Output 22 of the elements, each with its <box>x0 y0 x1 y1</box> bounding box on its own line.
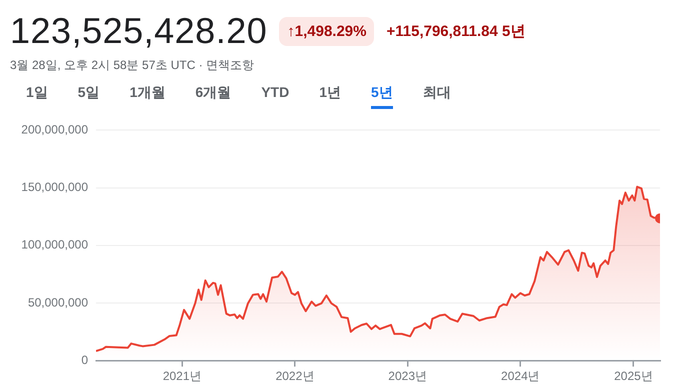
text: +115,796,811.84 5년 <box>386 22 526 40</box>
x-tick-label: 2021년 <box>162 369 202 384</box>
text: 1년 <box>319 84 341 102</box>
text: 최대 <box>422 84 451 102</box>
text: 1개월 <box>130 84 166 102</box>
y-tick-label: 100,000,000 <box>21 238 88 252</box>
x-tick-label: 2023년 <box>388 369 428 384</box>
text: YTD <box>261 84 290 102</box>
text: 5일 <box>78 84 100 102</box>
x-tick-label: 2024년 <box>501 369 540 384</box>
y-tick-label: 0 <box>81 352 88 367</box>
x-tick-label: 2025년 <box>614 369 653 384</box>
text: 6개월 <box>195 84 232 102</box>
chart-title: 123,525,428.20 <box>10 10 268 52</box>
chart-subtitle: 3월 28일, 오후 2시 58분 57초 UTC · 면책조항 <box>10 57 254 74</box>
y-tick-label: 150,000,000 <box>21 180 88 194</box>
text: 1일 <box>26 84 48 102</box>
y-tick-label: 200,000,000 <box>21 122 88 137</box>
x-tick-label: 2022년 <box>276 369 314 384</box>
text: 5년 <box>370 84 393 109</box>
y-tick-label: 50,000,000 <box>28 295 88 310</box>
text: ↑1,498.29% <box>279 16 374 46</box>
